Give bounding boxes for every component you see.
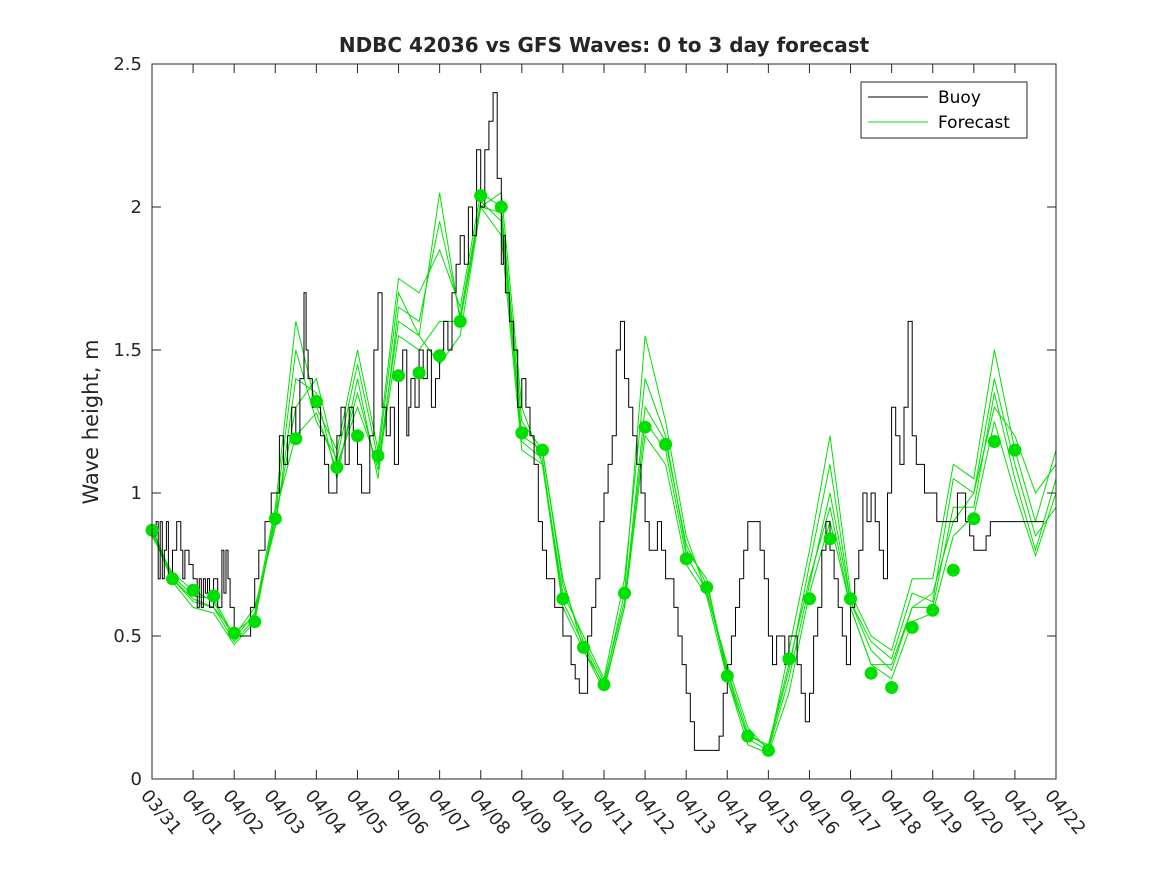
- forecast-point: [761, 743, 775, 757]
- forecast-point: [720, 669, 734, 683]
- y-ticks: 0 0.5 1 1.5 2 2.5: [113, 54, 1056, 790]
- forecast-point: [392, 369, 405, 383]
- forecast-point: [268, 512, 282, 526]
- forecast-point: [577, 640, 590, 654]
- y-tick-label: 1: [131, 483, 142, 504]
- plot-area: [145, 92, 1057, 757]
- forecast-point: [967, 512, 981, 526]
- forecast-point: [412, 366, 426, 380]
- forecast-point: [618, 586, 631, 600]
- forecast-point: [803, 592, 816, 606]
- forecast-point: [679, 552, 693, 566]
- legend-box: [860, 81, 1028, 139]
- forecast-point: [885, 681, 899, 694]
- y-tick-label: 2.5: [113, 54, 142, 75]
- forecast-point: [987, 435, 1001, 448]
- y-axis-label: Wave height, m: [79, 339, 103, 504]
- forecast-point: [823, 532, 837, 546]
- forecast-point: [864, 666, 878, 680]
- forecast-point: [700, 580, 714, 594]
- forecast-point: [351, 429, 364, 443]
- y-tick-label: 0.5: [113, 626, 142, 647]
- forecast-point: [474, 189, 488, 203]
- y-tick-label: 2: [131, 197, 142, 218]
- forecast-point: [494, 200, 508, 214]
- y-tick-label: 1.5: [113, 340, 142, 361]
- forecast-point: [926, 603, 940, 617]
- chart-title: NDBC 42036 vs GFS Waves: 0 to 3 day fore…: [339, 33, 870, 57]
- forecast-point: [638, 420, 652, 434]
- forecast-point: [453, 314, 467, 328]
- forecast-point: [371, 449, 385, 463]
- legend: Buoy Forecast: [860, 81, 1028, 139]
- forecast-point: [309, 395, 323, 408]
- forecast-point: [207, 589, 221, 603]
- forecast-point: [597, 678, 611, 692]
- forecast-point: [227, 626, 241, 640]
- forecast-point: [741, 729, 755, 743]
- forecast-point: [844, 592, 857, 606]
- forecast-point: [330, 460, 344, 474]
- forecast-point: [946, 563, 960, 577]
- y-tick-label: 0: [131, 769, 142, 790]
- forecast-point: [166, 572, 179, 586]
- legend-buoy-label: Buoy: [938, 88, 981, 108]
- buoy-line: [152, 92, 1044, 751]
- forecast-point: [186, 583, 200, 597]
- forecast-point: [535, 443, 549, 457]
- legend-forecast-label: Forecast: [938, 113, 1010, 133]
- forecast-point: [515, 426, 529, 440]
- forecast-point: [433, 349, 447, 363]
- forecast-point: [659, 437, 673, 451]
- forecast-point: [782, 652, 796, 666]
- forecast-point: [289, 432, 303, 446]
- forecast-point: [248, 615, 262, 629]
- forecast-point: [556, 592, 570, 606]
- forecast-point: [905, 620, 919, 634]
- forecast-point: [1008, 443, 1022, 457]
- forecast-dots: [145, 189, 1022, 757]
